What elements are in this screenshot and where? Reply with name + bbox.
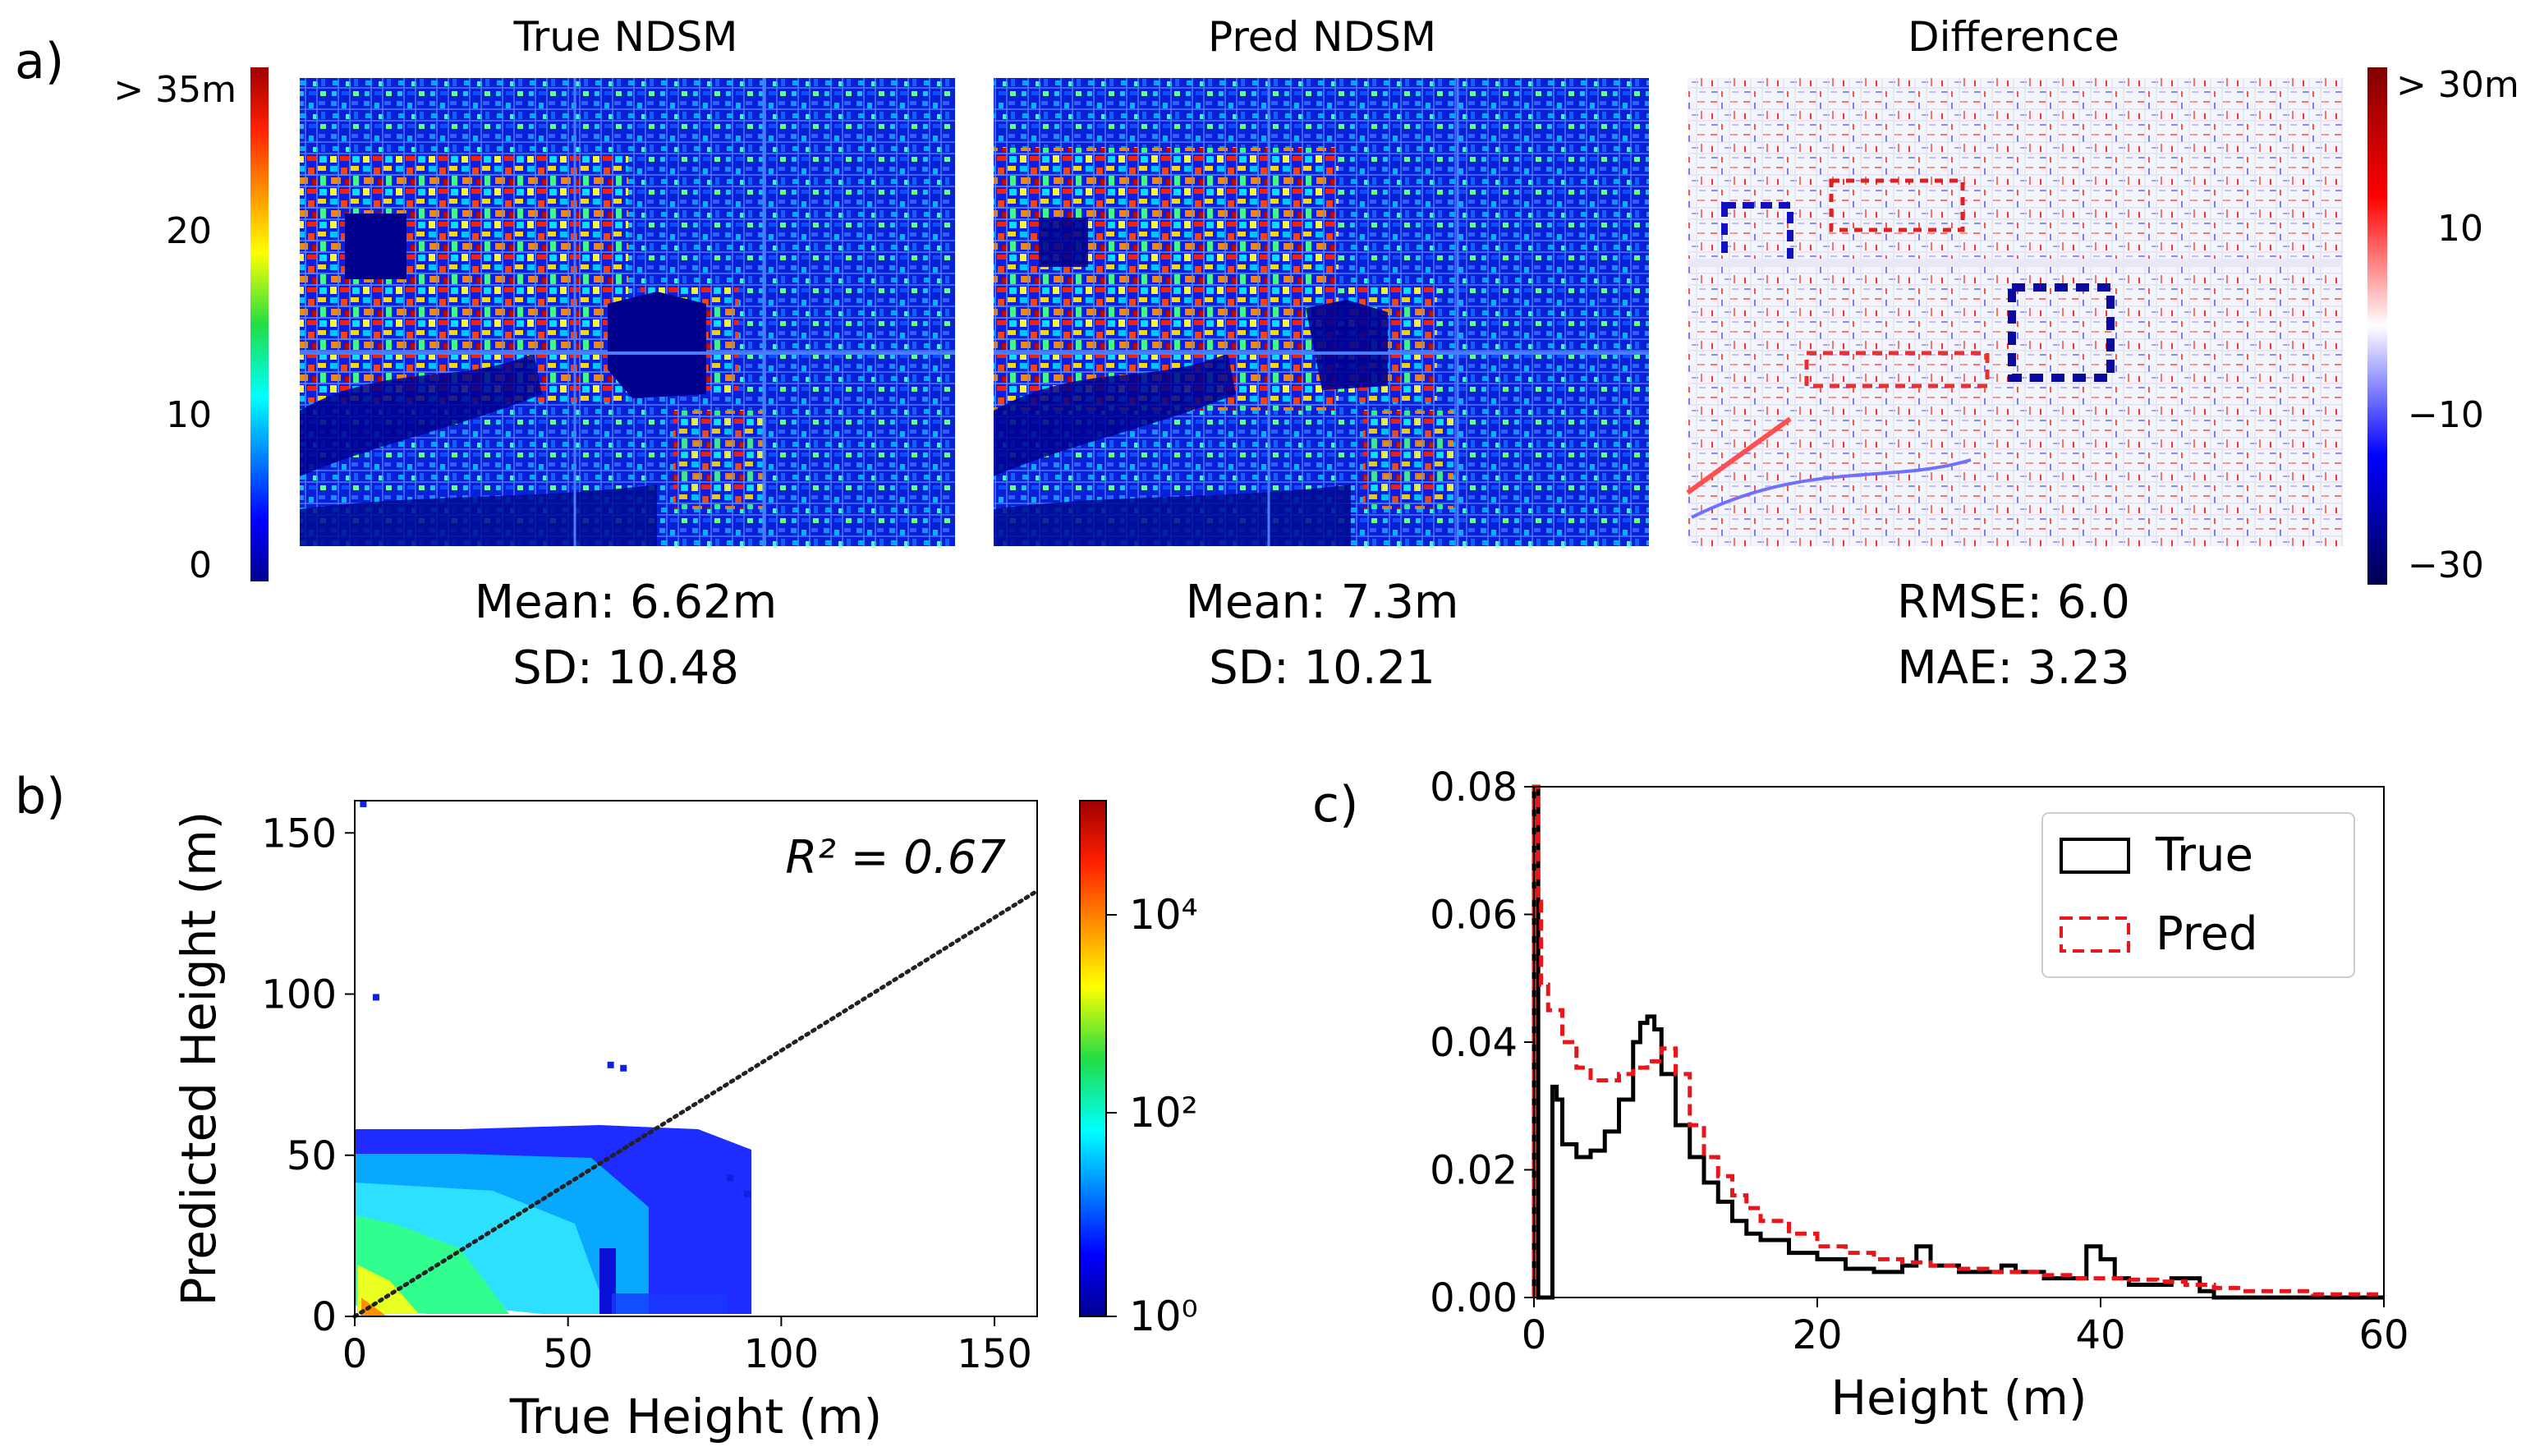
legend: True Pred [2041,812,2355,978]
outlier-point [727,1174,734,1182]
difference-mae: MAE: 3.23 [1897,641,2129,695]
pred-ndsm-sd: SD: 10.21 [1209,641,1435,695]
height-colorbar-tick-10: 10 [166,394,212,436]
fit-line [352,889,1040,1319]
density-blob [355,1125,751,1316]
y-tick-label: 0.06 [1430,893,1518,939]
diff-colorbar-tick-10: 10 [2437,208,2483,250]
pred-ndsm-map: Pred NDSM [994,13,1649,546]
difference-title: Difference [1908,13,2119,61]
true-ndsm-sd: SD: 10.48 [512,641,739,695]
diff-colorbar-tick-30: > 30m [2396,64,2519,106]
diff-colorbar-tick-neg30: −30 [2408,544,2484,586]
x-tick-label: 40 [2075,1312,2125,1358]
panel-label-a: a) [15,33,64,90]
colorbar-tick-1e4: 10⁴ [1129,891,1198,939]
panel-label-b: b) [15,768,66,825]
x-axis-label: True Height (m) [509,1389,883,1445]
x-tick-label: 20 [1792,1312,1842,1358]
true-ndsm-mean: Mean: 6.62m [475,576,777,629]
x-tick-label: 0 [1522,1312,1547,1358]
y-tick-label: 150 [261,811,337,857]
colorbar-tick-1e2: 10² [1129,1089,1198,1137]
y-tick-label: 0.00 [1430,1275,1518,1321]
outlier-point [372,994,379,1001]
pred-ndsm-mean: Mean: 7.3m [1186,576,1459,629]
histogram-plot: 0 20 40 60 0.00 0.02 0.04 0.06 0.08 Height (m) Tr… [1430,765,2409,1426]
x-tick-label: 0 [342,1331,368,1377]
y-tick-label: 100 [261,972,337,1018]
colorbar-tick-1e0: 10⁰ [1129,1293,1198,1340]
y-tick-label: 0.08 [1430,765,1518,811]
series-true-line [1532,784,2384,1300]
series-pred-line [1532,784,2386,1298]
diff-colorbar-tick-neg10: −10 [2408,394,2484,436]
y-axis-label: Predicted Height (m) [171,811,227,1307]
scatter-plot: 0 50 100 150 0 50 100 150 True Height (m) Predict… [171,800,1198,1445]
height-colorbar-tick-20: 20 [166,210,212,252]
pred-ndsm-title: Pred NDSM [1208,13,1436,61]
x-tick-label: 50 [543,1331,593,1377]
y-tick-label: 0.04 [1430,1020,1518,1066]
difference-map: Difference [1686,13,2343,546]
legend-pred-swatch [2060,916,2130,953]
x-tick-label: 100 [744,1331,820,1377]
x-tick-label: 60 [2358,1312,2409,1358]
outlier-point [620,1064,627,1072]
outlier-point [360,800,367,807]
legend-true-swatch [2060,838,2130,874]
outlier-point [743,1190,751,1197]
x-axis-label: Height (m) [1831,1370,2087,1426]
height-colorbar-tick-35: > 35m [113,69,237,111]
height-colorbar: > 35m 20 10 0 [113,67,269,586]
y-tick-label: 50 [287,1133,337,1179]
panel-label-c: c) [1312,776,1358,834]
difference-rmse: RMSE: 6.0 [1897,576,2130,629]
y-tick-label: 0 [311,1294,337,1340]
x-tick-label: 150 [957,1331,1032,1377]
y-tick-label: 0.02 [1430,1148,1518,1194]
height-colorbar-tick-0: 0 [189,544,212,586]
legend-true-label: True [2155,829,2253,882]
legend-pred-label: Pred [2156,907,2258,961]
plot-frame [354,800,1038,1317]
true-ndsm-title: True NDSM [513,13,738,61]
difference-colorbar: > 30m 10 −10 −30 [2367,64,2519,586]
true-ndsm-map: True NDSM [300,13,955,546]
scatter-colorbar: 10⁴ 10² 10⁰ [1079,800,1198,1340]
outlier-point [607,1061,614,1068]
r-squared-annotation: R² = 0.67 [785,831,1006,884]
